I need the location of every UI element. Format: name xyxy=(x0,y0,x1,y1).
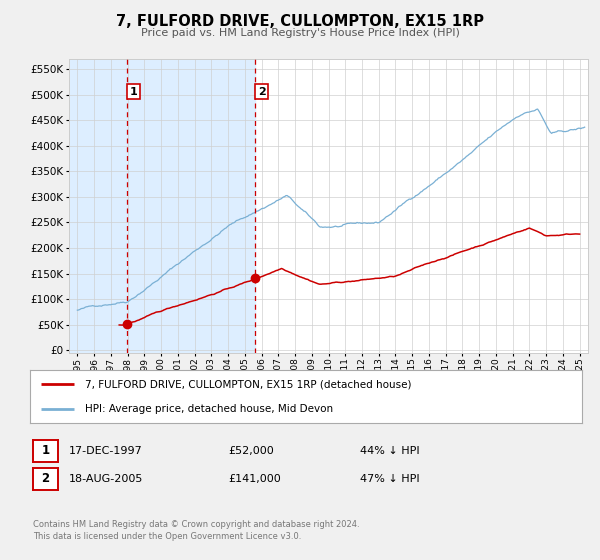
Text: £52,000: £52,000 xyxy=(228,446,274,456)
Text: 1: 1 xyxy=(130,87,137,96)
Text: £141,000: £141,000 xyxy=(228,474,281,484)
Text: Contains HM Land Registry data © Crown copyright and database right 2024.: Contains HM Land Registry data © Crown c… xyxy=(33,520,359,529)
Text: Price paid vs. HM Land Registry's House Price Index (HPI): Price paid vs. HM Land Registry's House … xyxy=(140,28,460,38)
Text: This data is licensed under the Open Government Licence v3.0.: This data is licensed under the Open Gov… xyxy=(33,532,301,541)
Text: 7, FULFORD DRIVE, CULLOMPTON, EX15 1RP: 7, FULFORD DRIVE, CULLOMPTON, EX15 1RP xyxy=(116,14,484,29)
Text: HPI: Average price, detached house, Mid Devon: HPI: Average price, detached house, Mid … xyxy=(85,404,334,414)
Text: 44% ↓ HPI: 44% ↓ HPI xyxy=(360,446,419,456)
Text: 47% ↓ HPI: 47% ↓ HPI xyxy=(360,474,419,484)
Text: 7, FULFORD DRIVE, CULLOMPTON, EX15 1RP (detached house): 7, FULFORD DRIVE, CULLOMPTON, EX15 1RP (… xyxy=(85,380,412,390)
Bar xyxy=(69,59,256,353)
Text: 17-DEC-1997: 17-DEC-1997 xyxy=(69,446,143,456)
Text: 2: 2 xyxy=(41,472,50,486)
Text: 2: 2 xyxy=(258,87,266,96)
Text: 1: 1 xyxy=(41,444,50,458)
Text: 18-AUG-2005: 18-AUG-2005 xyxy=(69,474,143,484)
